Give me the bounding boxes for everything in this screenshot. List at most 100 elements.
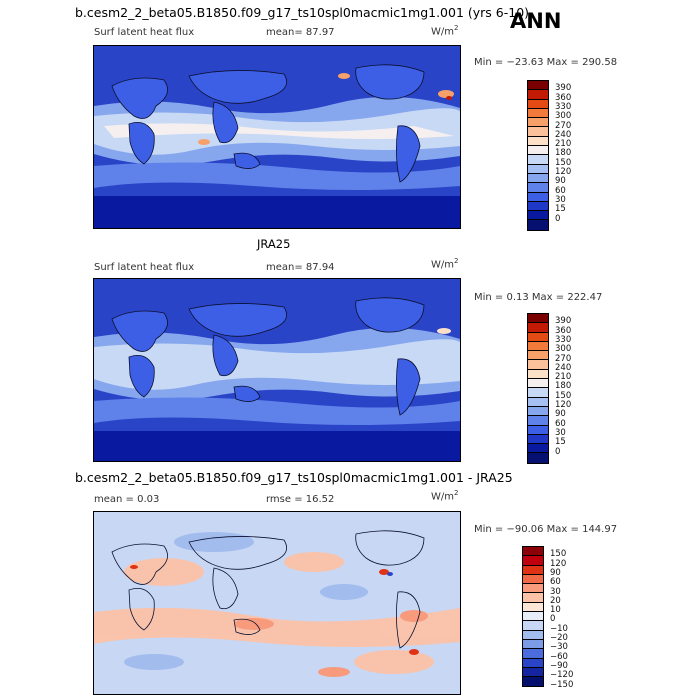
colorbar-tick-label: 390 (555, 316, 572, 327)
colorbar-swatch (528, 416, 548, 426)
panel3-rmse: rmse = 16.52 (266, 494, 335, 505)
colorbar-swatch (528, 146, 548, 156)
colorbar-tick-label: 330 (555, 101, 572, 112)
panel1-colorbar (527, 80, 549, 231)
panel2-mean: mean= 87.94 (266, 262, 335, 273)
colorbar-tick-label: 360 (555, 92, 572, 103)
panel2-var-label: Surf latent heat flux (94, 262, 195, 273)
colorbar-swatch (523, 658, 543, 668)
colorbar-swatch (528, 379, 548, 389)
difference-map (94, 512, 460, 694)
colorbar-tick-label: 30 (555, 427, 566, 438)
colorbar-tick-label: 90 (555, 409, 566, 420)
colorbar-tick-label: −30 (550, 642, 568, 653)
colorbar-tick-label: 210 (555, 372, 572, 383)
colorbar-tick-label: 90 (555, 176, 566, 187)
colorbar-swatch (523, 593, 543, 603)
colorbar-swatch (528, 183, 548, 193)
colorbar-tick-label: 150 (550, 549, 567, 560)
colorbar-tick-label: 0 (555, 213, 561, 224)
colorbar-tick-label: −10 (550, 623, 568, 634)
colorbar-swatch (528, 406, 548, 417)
colorbar-tick-label: −150 (550, 679, 574, 690)
panel3-map (93, 511, 461, 695)
colorbar-tick-label: 60 (550, 577, 561, 588)
colorbar-tick-label: 30 (555, 194, 566, 205)
colorbar-tick-label: 30 (550, 586, 561, 597)
jra25-latent-heat-map (94, 279, 460, 461)
colorbar-swatch (528, 323, 548, 333)
colorbar-tick-label: 330 (555, 334, 572, 345)
panel3-units: W/m2 (431, 489, 459, 503)
colorbar-swatch (528, 314, 548, 324)
colorbar-swatch (528, 127, 548, 137)
panel2-colorbar (527, 313, 549, 464)
panel2-map (93, 278, 461, 462)
case-title: b.cesm2_2_beta05.B1850.f09_g17_ts10spl0m… (75, 5, 530, 20)
colorbar-tick-label: −120 (550, 670, 574, 681)
colorbar-swatch (528, 90, 548, 100)
colorbar-swatch (528, 192, 548, 202)
colorbar-swatch (528, 434, 548, 445)
colorbar-swatch (528, 332, 548, 342)
colorbar-swatch (523, 639, 543, 650)
colorbar-tick-label: 150 (555, 157, 572, 168)
colorbar-tick-label: 60 (555, 418, 566, 429)
colorbar-tick-label: 10 (550, 605, 561, 616)
colorbar-swatch (523, 565, 543, 575)
colorbar-swatch (523, 547, 543, 557)
panel1-var-label: Surf latent heat flux (94, 27, 195, 38)
panel3-minmax: Min = −90.06 Max = 144.97 (474, 524, 618, 535)
colorbar-swatch (523, 556, 543, 566)
colorbar-swatch (528, 155, 548, 165)
colorbar-swatch (523, 612, 543, 622)
colorbar-tick-label: 90 (550, 567, 561, 578)
colorbar-tick-label: 300 (555, 344, 572, 355)
colorbar-tick-label: 240 (555, 129, 572, 140)
panel3-mean: mean = 0.03 (94, 494, 160, 505)
panel3-colorbar (522, 546, 544, 688)
colorbar-swatch (523, 649, 543, 659)
colorbar-swatch (528, 81, 548, 91)
panel1-units: W/m2 (431, 24, 459, 38)
colorbar-tick-label: 120 (555, 167, 572, 177)
colorbar-swatch (528, 388, 548, 398)
model-latent-heat-map (94, 46, 460, 228)
colorbar-tick-label: 180 (555, 148, 572, 159)
colorbar-swatch (528, 360, 548, 370)
colorbar-swatch (528, 99, 548, 109)
colorbar-tick-label: 120 (550, 558, 567, 569)
panel2-minmax: Min = 0.13 Max = 222.47 (474, 292, 603, 303)
panel3-subtitle: b.cesm2_2_beta05.B1850.f09_g17_ts10spl0m… (75, 470, 513, 485)
colorbar-tick-label: −60 (550, 651, 568, 662)
colorbar-tick-label: 150 (555, 390, 572, 401)
colorbar-swatch (523, 602, 543, 613)
colorbar-tick-label: 210 (555, 139, 572, 150)
colorbar-tick-label: 390 (555, 83, 572, 94)
colorbar-swatch (523, 667, 543, 678)
colorbar-tick-label: 15 (555, 437, 566, 448)
colorbar-tick-label: 180 (555, 381, 572, 392)
colorbar-swatch (528, 136, 548, 147)
panel1-minmax: Min = −23.63 Max = 290.58 (474, 57, 618, 68)
colorbar-tick-label: 60 (555, 185, 566, 196)
colorbar-swatch (528, 425, 548, 435)
panel1-map (93, 45, 461, 229)
colorbar-swatch (528, 211, 548, 221)
colorbar-swatch (528, 453, 548, 463)
colorbar-swatch (528, 108, 548, 119)
colorbar-tick-label: −90 (550, 660, 568, 671)
colorbar-swatch (528, 369, 548, 380)
colorbar-swatch (528, 444, 548, 454)
colorbar-tick-label: 360 (555, 325, 572, 336)
colorbar-swatch (523, 574, 543, 585)
colorbar-tick-label: 240 (555, 362, 572, 373)
colorbar-swatch (528, 220, 548, 230)
colorbar-swatch (523, 630, 543, 640)
colorbar-tick-label: −20 (550, 633, 568, 643)
colorbar-tick-label: 270 (555, 353, 572, 364)
colorbar-swatch (523, 621, 543, 631)
colorbar-swatch (528, 201, 548, 212)
colorbar-swatch (528, 164, 548, 174)
colorbar-swatch (528, 341, 548, 352)
